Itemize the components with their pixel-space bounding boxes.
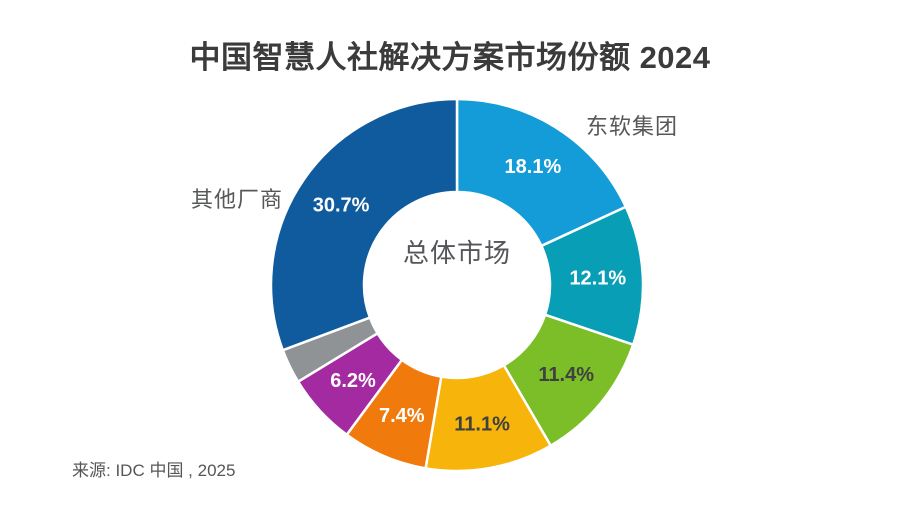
segment-value-label-7: 30.7% xyxy=(313,195,370,217)
source-note: 来源: IDC 中国 , 2025 xyxy=(72,461,236,480)
chart-title: 中国智慧人社解决方案市场份额 2024 xyxy=(189,40,711,75)
segment-value-label-3: 11.1% xyxy=(454,414,510,436)
donut-segment-7 xyxy=(269,97,459,352)
segment-value-label-1: 12.1% xyxy=(569,268,626,290)
callout-neusoft-group: 东软集团 xyxy=(586,114,679,139)
segment-value-label-0: 18.1% xyxy=(505,156,562,178)
donut-segment-0 xyxy=(455,97,628,248)
segment-value-label-4: 7.4% xyxy=(379,405,425,427)
donut-center-label: 总体市场 xyxy=(402,238,511,268)
segment-value-label-5: 6.2% xyxy=(330,370,376,392)
segment-value-label-2: 11.4% xyxy=(538,364,594,386)
callout-other-vendors: 其他厂商 xyxy=(191,187,284,212)
